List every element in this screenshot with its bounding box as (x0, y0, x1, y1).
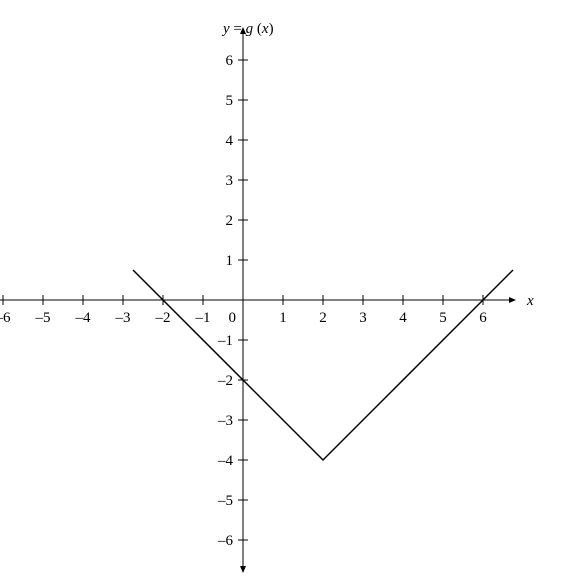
x-tick-label: –2 (155, 310, 171, 326)
x-tick-label: 5 (439, 310, 447, 326)
x-tick-label: 0 (229, 310, 237, 326)
x-axis-label: x (526, 293, 534, 309)
x-tick-label: 4 (399, 310, 407, 326)
y-tick-label: 6 (226, 53, 234, 69)
x-tick-label: 6 (479, 310, 487, 326)
y-tick-label: –4 (217, 453, 234, 469)
y-tick-label: –1 (217, 333, 233, 349)
y-tick-label: 3 (226, 173, 234, 189)
x-tick-label: 3 (359, 310, 367, 326)
y-tick-label: –6 (217, 533, 234, 549)
y-tick-label: –3 (217, 413, 233, 429)
y-tick-label: –5 (217, 493, 233, 509)
coordinate-plane-chart: –6 –5 –4 –3 –2 –1 0 1 2 3 4 5 6 –6 –5 –4 –3 –2 –1 1 2 3 4 5 6 x y … (0, 0, 575, 581)
y-tick-label: 2 (226, 213, 234, 229)
y-tick-label: 1 (226, 253, 234, 269)
x-tick-label: –3 (115, 310, 131, 326)
x-tick-label: –1 (195, 310, 211, 326)
chart-container: –6 –5 –4 –3 –2 –1 0 1 2 3 4 5 6 –6 –5 –4 –3 –2 –1 1 2 3 4 5 6 x y … (0, 0, 575, 581)
x-tick-label: –5 (35, 310, 51, 326)
y-tick-label: –2 (217, 373, 233, 389)
x-tick-label: –4 (75, 310, 92, 326)
x-tick-label: –6 (0, 310, 11, 326)
x-tick-label: 2 (319, 310, 327, 326)
x-tick-label: 1 (279, 310, 287, 326)
y-tick-label: 4 (226, 133, 234, 149)
y-axis-label: y = g (x) (221, 21, 274, 37)
y-tick-label: 5 (226, 93, 234, 109)
